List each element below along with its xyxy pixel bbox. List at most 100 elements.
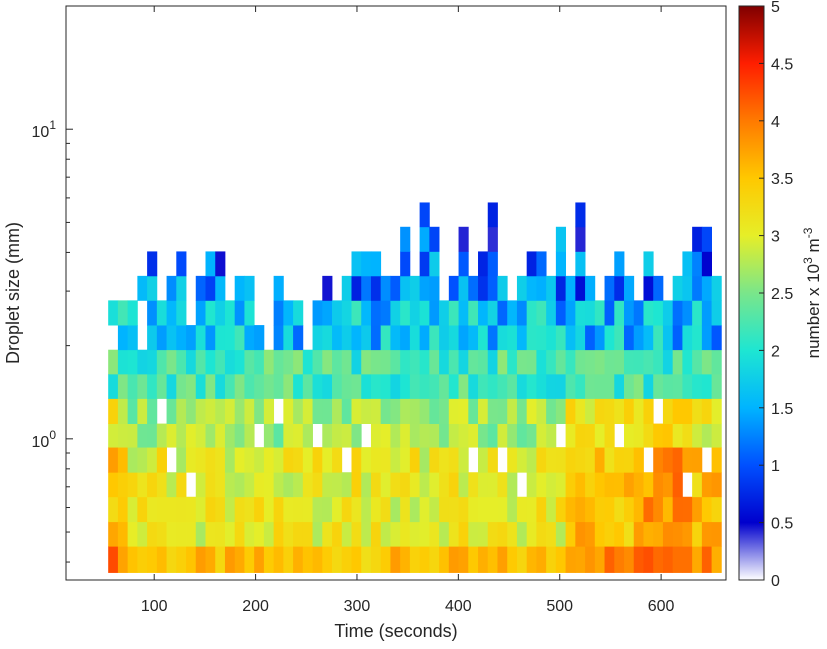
heatmap-cell	[692, 373, 703, 399]
heatmap-cell	[302, 373, 313, 399]
heatmap-cell	[351, 251, 362, 277]
heatmap-cell	[244, 521, 255, 547]
heatmap-cell	[565, 300, 576, 326]
colorbar-tick-label: 0.5	[771, 516, 793, 533]
heatmap-cell	[546, 472, 557, 498]
heatmap-cell	[224, 447, 236, 473]
heatmap-cell	[692, 226, 703, 252]
heatmap-cell	[400, 300, 411, 326]
heatmap-cell	[448, 373, 459, 399]
heatmap-cell	[332, 521, 343, 547]
heatmap-cell	[536, 398, 547, 424]
heatmap-cell	[351, 423, 362, 448]
heatmap-cell	[419, 521, 430, 547]
heatmap-cell	[585, 521, 596, 547]
heatmap-cell	[575, 325, 586, 351]
heatmap-cell	[224, 349, 236, 375]
heatmap-cell	[662, 546, 674, 573]
heatmap-cell	[419, 202, 430, 228]
heatmap-cell	[312, 472, 323, 498]
heatmap-cell	[633, 546, 644, 573]
colorbar-tick-label: 2.5	[771, 286, 793, 303]
heatmap-cell	[390, 472, 401, 498]
heatmap-cell	[672, 275, 683, 301]
colorbar-tick-label: 4.5	[771, 56, 793, 73]
heatmap-cell	[186, 325, 197, 351]
heatmap-cell	[497, 373, 508, 399]
heatmap-cell	[224, 496, 236, 523]
heatmap-cell	[332, 349, 343, 375]
heatmap-cell	[692, 300, 703, 326]
heatmap-cell	[127, 300, 138, 326]
heatmap-cell	[653, 472, 664, 498]
heatmap-cell	[546, 447, 557, 473]
heatmap-cell	[624, 325, 635, 351]
heatmap-cell	[156, 521, 167, 547]
heatmap-cell	[127, 325, 138, 351]
heatmap-cell	[215, 373, 226, 399]
heatmap-cell	[380, 349, 391, 375]
heatmap-cell	[643, 398, 654, 424]
heatmap-cell	[624, 546, 635, 573]
heatmap-cell	[672, 398, 683, 424]
colorbar-tick-label: 4	[771, 114, 780, 131]
heatmap-cell	[137, 423, 148, 448]
heatmap-cell	[448, 546, 459, 573]
heatmap-cell	[565, 398, 576, 424]
heatmap-cell	[594, 325, 605, 351]
heatmap-cell	[186, 373, 197, 399]
heatmap-cell	[575, 496, 586, 523]
heatmap-cell	[458, 325, 469, 351]
heatmap-cell	[351, 496, 362, 523]
heatmap-cell	[429, 275, 440, 301]
heatmap-cell	[263, 373, 275, 399]
heatmap-cell	[419, 251, 430, 277]
heatmap-cell	[672, 496, 683, 523]
heatmap-cell	[341, 521, 352, 547]
heatmap-cell	[390, 325, 401, 351]
heatmap-cell	[458, 423, 469, 448]
heatmap-cell	[614, 373, 625, 399]
heatmap-cell	[546, 496, 557, 523]
heatmap-cell	[273, 423, 284, 448]
heatmap-cell	[351, 521, 362, 547]
heatmap-cell	[429, 251, 440, 277]
heatmap-cell	[448, 496, 459, 523]
heatmap-cell	[487, 496, 498, 523]
heatmap-cell	[468, 349, 479, 375]
heatmap-cell	[555, 251, 567, 277]
heatmap-cell	[224, 546, 236, 573]
heatmap-cell	[117, 423, 129, 448]
heatmap-cell	[662, 373, 674, 399]
heatmap-cell	[263, 521, 275, 547]
heatmap-cell	[701, 546, 712, 573]
heatmap-cell	[224, 472, 236, 498]
heatmap-cell	[156, 325, 167, 351]
heatmap-cell	[409, 423, 421, 448]
heatmap-cell	[127, 423, 138, 448]
heatmap-cell	[224, 325, 236, 351]
heatmap-cell	[293, 472, 304, 498]
heatmap-cell	[419, 472, 430, 498]
heatmap-cell	[176, 423, 187, 448]
heatmap-cell	[536, 325, 547, 351]
heatmap-cell	[458, 373, 469, 399]
heatmap-cell	[176, 472, 187, 498]
heatmap-cell	[614, 251, 625, 277]
heatmap-cell	[293, 325, 304, 351]
heatmap-cell	[516, 349, 528, 375]
heatmap-cell	[468, 546, 479, 573]
heatmap-cell	[594, 398, 605, 424]
heatmap-cell	[234, 398, 245, 424]
heatmap-cell	[166, 325, 177, 351]
heatmap-cell	[487, 447, 498, 473]
heatmap-cell	[156, 546, 167, 573]
heatmap-cell	[361, 251, 372, 277]
heatmap-cell	[624, 447, 635, 473]
heatmap-cell	[205, 496, 216, 523]
heatmap-cell	[186, 349, 197, 375]
heatmap-cell	[429, 349, 440, 375]
heatmap-cell	[682, 373, 693, 399]
heatmap-cell	[516, 423, 528, 448]
